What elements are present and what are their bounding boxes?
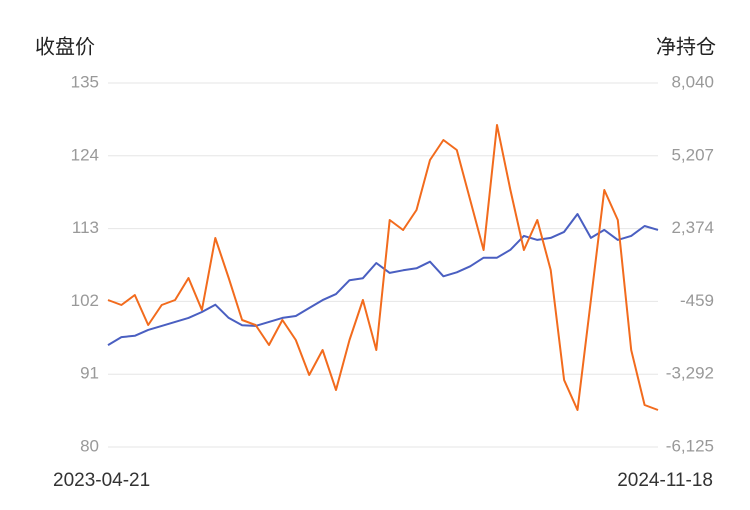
line-series (107, 124, 659, 411)
y-tick-label: 91 (80, 364, 99, 383)
y-tick-label: 124 (71, 145, 99, 164)
y2-tick-label: -459 (680, 291, 714, 310)
y-tick-label: 102 (71, 291, 99, 310)
y2-tick-label: 2,374 (671, 218, 714, 237)
y-axis-title: 收盘价 (35, 35, 95, 58)
y-tick-label: 135 (71, 72, 99, 91)
y-tick-label: 113 (72, 218, 99, 237)
y-tick-label: 80 (80, 436, 99, 455)
x-tick-label: 2023-04-21 (53, 470, 150, 491)
y2-axis-title: 净持仓 (656, 35, 716, 58)
y2-tick-label: -3,292 (666, 364, 714, 383)
line-series (107, 213, 659, 346)
x-tick-label: 2024-11-18 (617, 470, 713, 491)
y2-tick-label: -6,125 (666, 436, 714, 455)
y2-tick-label: 8,040 (671, 72, 714, 91)
y2-tick-label: 5,207 (671, 145, 714, 164)
